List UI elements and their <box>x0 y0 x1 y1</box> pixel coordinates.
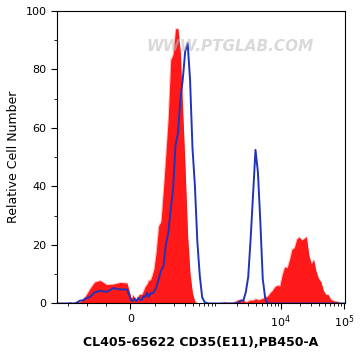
X-axis label: CL405-65622 CD35(E11),PB450-A: CL405-65622 CD35(E11),PB450-A <box>83 336 319 349</box>
Text: WWW.PTGLAB.COM: WWW.PTGLAB.COM <box>146 38 313 53</box>
Y-axis label: Relative Cell Number: Relative Cell Number <box>7 91 20 224</box>
